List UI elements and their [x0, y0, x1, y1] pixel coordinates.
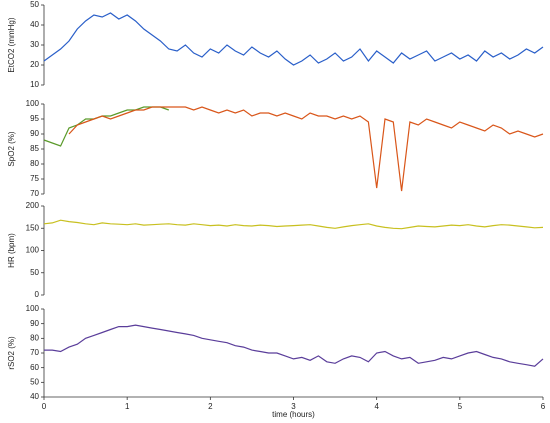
y-axis-label: rSO2 (%)	[7, 336, 16, 370]
y-tick-label: 85	[30, 144, 39, 153]
data-line	[43, 12, 544, 66]
y-tick-label: 80	[30, 159, 39, 168]
data-line	[43, 106, 170, 147]
y-tick-label: 40	[30, 392, 39, 401]
y-tick-label: 0	[35, 290, 40, 299]
y-tick-label: 100	[26, 99, 40, 108]
y-tick-label: 70	[30, 348, 39, 357]
y-tick-label: 100	[26, 304, 40, 313]
y-tick-label: 100	[26, 246, 40, 255]
y-tick-label: 50	[30, 0, 39, 9]
x-tick-label: 0	[42, 402, 47, 411]
y-tick-label: 90	[30, 319, 39, 328]
x-tick-label: 5	[458, 402, 463, 411]
x-tick-label: 6	[541, 402, 546, 411]
x-tick-label: 3	[291, 402, 296, 411]
y-axis-label: EtCO2 (mmHg)	[7, 17, 16, 72]
x-tick-label: 4	[374, 402, 379, 411]
y-tick-label: 60	[30, 363, 39, 372]
y-tick-label: 95	[30, 114, 39, 123]
x-tick-label: 2	[208, 402, 213, 411]
y-tick-label: 20	[30, 60, 39, 69]
y-tick-label: 10	[30, 80, 39, 89]
y-tick-label: 70	[30, 189, 39, 198]
data-line	[43, 219, 544, 230]
y-axis-label: SpO2 (%)	[7, 131, 16, 166]
data-line	[68, 106, 544, 192]
x-tick-label: 1	[125, 402, 130, 411]
y-tick-label: 150	[26, 223, 40, 232]
y-tick-label: 90	[30, 129, 39, 138]
y-tick-label: 50	[30, 377, 39, 386]
x-axis-label: time (hours)	[272, 410, 315, 419]
y-axis-label: HR (bpm)	[7, 233, 16, 268]
y-tick-label: 30	[30, 40, 39, 49]
y-tick-label: 75	[30, 174, 39, 183]
data-line	[44, 324, 544, 367]
y-tick-label: 40	[30, 20, 39, 29]
y-tick-label: 80	[30, 333, 39, 342]
y-tick-label: 50	[30, 268, 39, 277]
y-tick-label: 200	[26, 201, 40, 210]
